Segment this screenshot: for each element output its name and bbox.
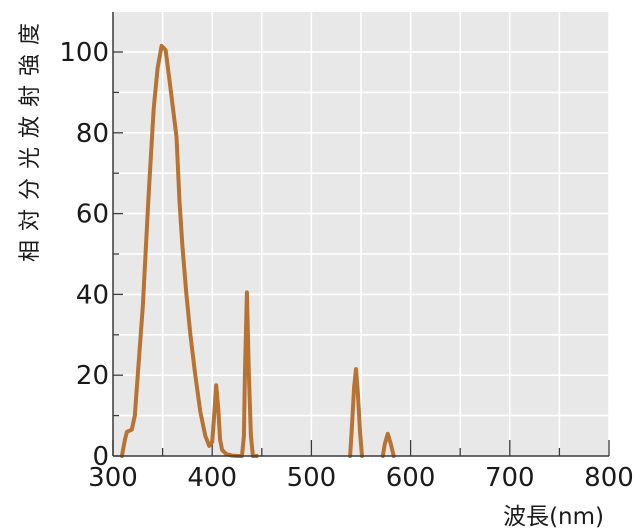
series-line-0 (119, 43, 259, 458)
y-tick-labels: 0 20 40 60 80 100 (59, 38, 109, 472)
y-tick-label: 60 (76, 200, 109, 230)
x-tick-label: 800 (584, 463, 634, 493)
y-tick-label: 100 (59, 38, 109, 68)
y-axis-title-char: 強 (18, 54, 43, 76)
series-line-2 (380, 431, 396, 458)
x-tick-label: 400 (187, 463, 237, 493)
x-tick-label: 300 (88, 463, 138, 493)
series-line-1 (348, 367, 364, 458)
series-lines (119, 43, 396, 458)
y-axis-title-char: 分 (18, 178, 43, 200)
axes (112, 12, 609, 457)
y-axis-title-char: 光 (18, 147, 43, 169)
tick-marks (112, 51, 610, 457)
y-axis-title-char: 放 (18, 116, 43, 138)
y-axis-title-char: 射 (18, 85, 43, 107)
x-tick-label: 500 (287, 463, 337, 493)
y-axis-title-char: 相 (18, 240, 43, 262)
y-tick-label: 0 (92, 442, 109, 472)
x-axis-title: 波長(nm) (503, 504, 604, 530)
x-tick-label: 600 (386, 463, 436, 493)
x-tick-labels: 300 400 500 600 700 800 (88, 463, 634, 493)
y-tick-label: 20 (76, 361, 109, 391)
y-axis-title-char: 対 (18, 209, 43, 231)
y-tick-label: 80 (76, 119, 109, 149)
y-axis-title-char: 度 (18, 23, 43, 45)
x-tick-label: 700 (485, 463, 535, 493)
y-tick-label: 40 (76, 280, 109, 310)
